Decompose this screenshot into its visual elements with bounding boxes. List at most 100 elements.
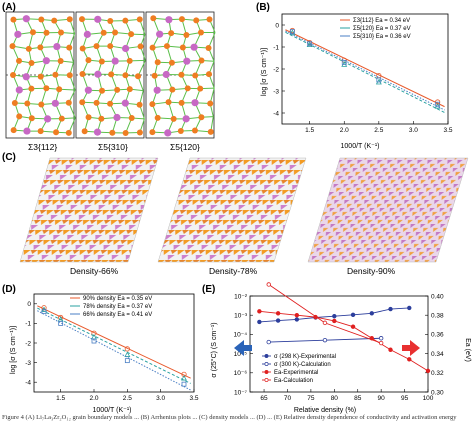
atom-la (153, 86, 161, 94)
atom-li (154, 114, 161, 121)
legend-label: Ea-Experimental (274, 370, 318, 376)
atom-la (164, 129, 172, 137)
data-point (425, 368, 431, 374)
atom-li (149, 44, 156, 51)
y-tick-label: 0 (275, 22, 279, 29)
data-point (376, 77, 382, 83)
y-tick-label: 10⁻³ (234, 313, 248, 320)
panel-a-caption-2: Σ5{310} (98, 142, 128, 152)
y-tick-label: 10⁻⁷ (234, 389, 248, 396)
atom-li (191, 127, 198, 134)
x-tick-label: 2.5 (374, 127, 383, 134)
atom-li (16, 113, 23, 120)
atom-la (84, 86, 92, 94)
panel-d-xlabel: 1000/T (K⁻¹) (93, 407, 132, 414)
data-point (388, 306, 393, 312)
data-point (266, 339, 271, 345)
atom-la (182, 115, 190, 123)
atom-li (168, 59, 175, 66)
atom-li (198, 57, 205, 64)
atom-li (107, 43, 114, 50)
atom-li (178, 16, 185, 23)
atom-la (42, 57, 50, 65)
x-tick-label: 2.0 (340, 127, 349, 134)
atom-la (22, 73, 30, 81)
atom-li (136, 101, 143, 108)
data-point (91, 338, 97, 344)
atom-li (178, 71, 185, 78)
data-point (332, 318, 337, 324)
panel-e-ylabel-left: σ (25°C) (S cm⁻¹) (210, 322, 218, 377)
atom-li (177, 128, 184, 135)
legend-label: σ (298 K)-Experimental (274, 354, 336, 360)
atom-la (51, 99, 59, 107)
y-tick-label: -1 (25, 321, 31, 328)
panel-c-caption-3: Density-90% (347, 266, 396, 276)
atom-li (107, 17, 114, 24)
data-point (257, 309, 262, 314)
figure-caption: Figure 4 (A) Li₇La₃Zr₂O₁₂ grain boundary… (2, 414, 457, 421)
atom-li (205, 71, 212, 78)
atom-li (205, 44, 212, 51)
atom-li (58, 29, 65, 36)
atom-li (11, 99, 18, 106)
atom-la (190, 43, 198, 51)
atom-li (28, 85, 35, 92)
atom-li (25, 45, 32, 52)
fit-line (285, 29, 445, 108)
y-right-tick-label: 0.38 (431, 313, 444, 320)
atom-li (122, 72, 129, 79)
atom-li (169, 86, 176, 93)
atom-la (94, 70, 102, 78)
atom-li (207, 128, 214, 135)
atom-li (154, 59, 161, 66)
y-tick-label: -3 (25, 360, 31, 367)
panel-d-chart: 1.5 2.0 2.5 3.0 3.5 0 -1 -2 -3 -4 90% density Ea =… (25, 293, 199, 402)
data-point (275, 311, 281, 316)
panel-a-caption-3: Σ5{120} (170, 142, 200, 152)
atom-li (163, 43, 170, 50)
data-point (289, 29, 296, 35)
data-point (58, 320, 64, 326)
y-right-tick-label: 0.30 (431, 389, 444, 396)
atom-li (197, 85, 204, 92)
panel-b: (B) 1.5 2.0 2.5 3.0 3.5 0 -1 -2 -3 -4 Σ3{112} Ea =… (256, 2, 453, 150)
atom-li (126, 57, 133, 64)
atom-li (28, 59, 35, 66)
y-tick-label: 0 (27, 301, 31, 308)
data-point (306, 41, 313, 47)
y-tick-label: 10⁻⁶ (234, 370, 248, 377)
atom-li (66, 72, 73, 79)
data-point (407, 305, 412, 311)
atom-li (29, 29, 36, 36)
data-point (435, 101, 441, 107)
panel-c-caption-1: Density-66% (70, 266, 119, 276)
atom-li (149, 129, 156, 136)
y-tick-label: -4 (25, 380, 31, 387)
atom-li (136, 129, 143, 136)
panel-e-ylabel-right: Ea (eV) (464, 338, 471, 362)
atom-li (108, 71, 115, 78)
panel-d-label: (D) (2, 284, 16, 295)
atom-la (15, 86, 23, 94)
panel-e: (E) 65 70 75 80 85 90 95 100 10⁻² 10⁻³ 10⁻⁴ 10⁻⁵ 10⁻… (202, 282, 471, 414)
data-point (332, 313, 337, 319)
atom-li (66, 16, 73, 23)
atom-li (24, 100, 31, 107)
panel-e-chart: 65 70 75 80 85 90 95 100 10⁻² 10⁻³ 10⁻⁴ 10⁻⁵ 10⁻⁶ 10⁻… (234, 282, 444, 402)
x-tick-label: 100 (423, 395, 434, 402)
atom-li (168, 30, 175, 37)
panel-d: (D) 1.5 2.0 2.5 3.0 3.5 0 -1 -2 -3 -4 90% density … (2, 284, 199, 414)
left-arrow-icon (234, 340, 252, 356)
atom-la (23, 127, 31, 135)
atom-li (135, 73, 142, 80)
atom-la (111, 57, 119, 65)
y-tick-label: -1 (273, 44, 279, 51)
legend-marker (264, 378, 269, 382)
atom-la (83, 30, 91, 38)
data-point (124, 351, 131, 357)
atom-la (121, 99, 129, 107)
atom-li (37, 73, 44, 80)
data-point (257, 319, 262, 325)
